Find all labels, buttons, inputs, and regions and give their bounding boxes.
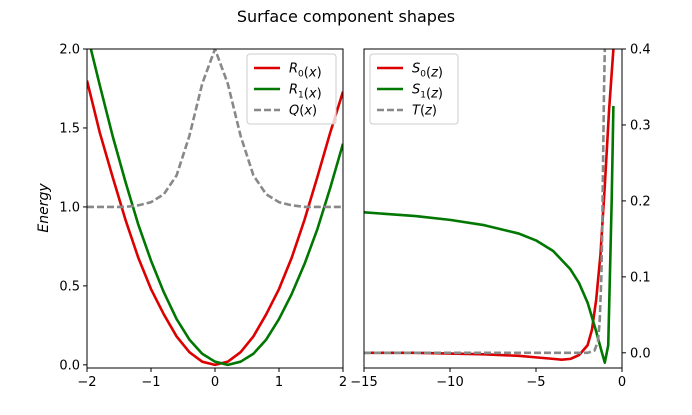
left-series-r0-line: [87, 80, 343, 367]
left-panel: −2 −1 0 1 2 0.0 0.5 1.0 1.5 2.0 Energy R0(x) R1(x)…: [36, 43, 347, 391]
right-xtick-label: −5: [526, 375, 545, 390]
right-legend-label: S0(z): [412, 62, 443, 81]
right-ytick-label: 0.4: [630, 43, 651, 58]
right-series-t-line: [364, 49, 607, 355]
right-ytick-label: 0.0: [630, 346, 651, 361]
left-panel-ylabel: Energy: [36, 183, 52, 233]
left-ytick-label: 1.0: [59, 200, 80, 215]
right-ytick-label: 0.3: [630, 118, 651, 133]
right-ytick-label: 0.2: [630, 194, 651, 209]
left-panel-ticks: −2 −1 0 1 2 0.0 0.5 1.0 1.5 2.0: [59, 43, 347, 391]
left-xtick-label: −1: [141, 375, 160, 390]
left-ytick-label: 0.0: [59, 358, 80, 373]
right-panel-series: [364, 49, 615, 364]
left-ytick-label: 0.5: [59, 279, 80, 294]
right-xtick-label: −15: [350, 375, 377, 390]
left-xtick-label: −2: [77, 375, 96, 390]
right-legend-label: T(z): [412, 104, 437, 119]
right-ytick-label: 0.1: [630, 270, 651, 285]
left-legend-label: R1(x): [289, 83, 322, 102]
left-legend-label: R0(x): [289, 62, 322, 81]
left-xtick-label: 0: [211, 375, 219, 390]
left-ytick-label: 2.0: [59, 43, 80, 58]
right-xtick-label: −10: [436, 375, 463, 390]
right-xtick-label: 0: [618, 375, 626, 390]
left-series-r1-line: [89, 49, 343, 367]
left-legend-box: [246, 53, 337, 125]
right-panel-ticks: −15 −10 −5 0 0.0 0.1 0.2 0.3 0.4: [350, 43, 650, 391]
right-panel: −15 −10 −5 0 0.0 0.1 0.2 0.3 0.4 S0(z) S1(z) T(z): [350, 43, 650, 391]
right-series-s1-line: [364, 105, 615, 364]
left-panel-frame: [86, 48, 344, 369]
left-xtick-label: 2: [339, 375, 347, 390]
left-panel-legend: R0(x) R1(x) Q(x): [246, 53, 337, 125]
right-legend-box: [369, 53, 459, 125]
left-ytick-label: 1.5: [59, 121, 80, 136]
right-panel-legend: S0(z) S1(z) T(z): [369, 53, 459, 125]
right-legend-label: S1(z): [412, 83, 443, 102]
left-series-q-line: [87, 49, 343, 209]
left-xtick-label: 1: [275, 375, 283, 390]
left-legend-label: Q(x): [289, 104, 317, 119]
right-panel-frame: [363, 48, 623, 369]
figure-title: Surface component shapes: [237, 7, 455, 26]
left-panel-series: [87, 49, 343, 367]
